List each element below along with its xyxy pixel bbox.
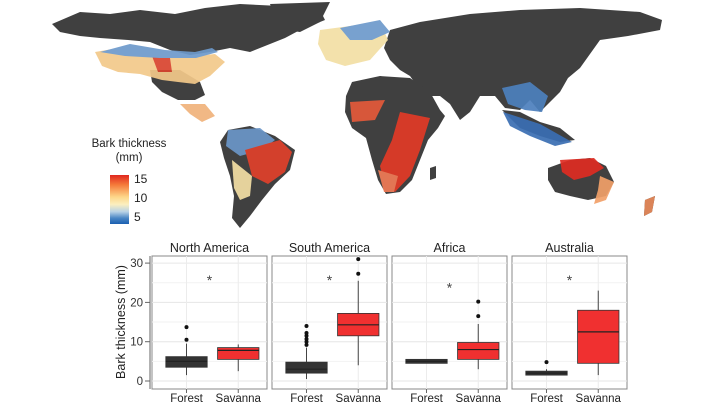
outlier-point (476, 299, 481, 304)
outlier-point (184, 337, 189, 342)
significance-asterisk: * (327, 272, 333, 288)
bark-thickness-overlay (95, 20, 655, 216)
panel-north-america: North America * Forest Savanna (151, 241, 268, 405)
legend-tick-10: 10 (134, 191, 148, 205)
x-tick-label: Savanna (576, 393, 622, 405)
outlier-point (304, 323, 309, 328)
outlier-point (304, 339, 309, 344)
outlier-point (304, 342, 309, 347)
outlier-point (304, 331, 309, 336)
y-axis-label: Bark thickness (mm) (114, 265, 128, 379)
x-tick-label: Forest (530, 393, 563, 405)
x-tick-label: Savanna (336, 393, 382, 405)
box-savanna (577, 290, 620, 376)
outlier-point (356, 257, 361, 262)
box-forest (525, 360, 568, 376)
map-legend: Bark thickness (mm) 15 10 5 (84, 137, 174, 224)
x-tick-label: Savanna (456, 393, 502, 405)
legend-tick-5: 5 (134, 210, 141, 224)
panel-title: Africa (434, 241, 466, 255)
x-tick-label: Forest (410, 393, 443, 405)
y-tick-label: 10 (130, 337, 143, 349)
significance-asterisk: * (447, 280, 453, 296)
x-tick-label: Forest (170, 393, 203, 405)
legend-title-line2: (mm) (115, 152, 143, 164)
legend-title-line1: Bark thickness (91, 138, 167, 150)
significance-asterisk: * (567, 272, 573, 288)
panel-africa: Africa * Forest Savanna (391, 241, 508, 405)
outlier-point (544, 360, 549, 365)
outlier-point (476, 314, 481, 319)
panel-title: North America (170, 241, 249, 255)
panel-australia: Australia * Forest Savanna (511, 241, 628, 405)
x-tick-label: Savanna (216, 393, 262, 405)
world-map (52, 2, 662, 228)
y-tick-label: 30 (130, 258, 143, 270)
y-tick-label: 0 (137, 376, 143, 388)
panel-title: South America (289, 241, 370, 255)
y-tick-label: 20 (130, 297, 143, 309)
y-axis: 0 10 20 30 (130, 256, 151, 389)
box-forest (165, 325, 208, 376)
legend-colorbar (110, 175, 129, 224)
significance-asterisk: * (207, 272, 213, 288)
panel-south-america: South America * Forest Savanna (271, 241, 388, 405)
legend-tick-15: 15 (134, 172, 148, 186)
panel-title: Australia (545, 241, 594, 255)
outlier-point (356, 271, 361, 276)
outlier-point (304, 333, 309, 338)
box-savanna (217, 344, 260, 372)
x-tick-label: Forest (290, 393, 323, 405)
box-savanna (337, 257, 380, 366)
outlier-point (304, 336, 309, 341)
box-forest (405, 358, 448, 364)
box-forest (285, 323, 328, 380)
box-savanna (457, 299, 500, 370)
outlier-point (184, 325, 189, 330)
